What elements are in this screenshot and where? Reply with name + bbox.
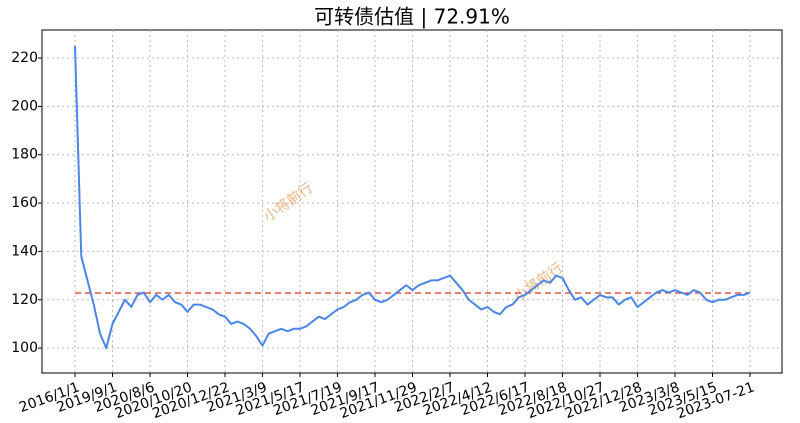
y-tick-label: 200 <box>11 98 38 114</box>
watermark: 小将前行 <box>261 179 317 225</box>
data-line <box>74 45 751 350</box>
y-tick-label: 180 <box>11 147 38 163</box>
y-tick-label: 160 <box>11 195 38 211</box>
y-tick-label: 220 <box>11 50 38 66</box>
y-tick-label: 100 <box>11 340 38 356</box>
y-tick-label: 120 <box>11 292 38 308</box>
y-tick-label: 140 <box>11 243 38 259</box>
chart-title: 可转债估值 | 72.91% <box>314 5 510 29</box>
